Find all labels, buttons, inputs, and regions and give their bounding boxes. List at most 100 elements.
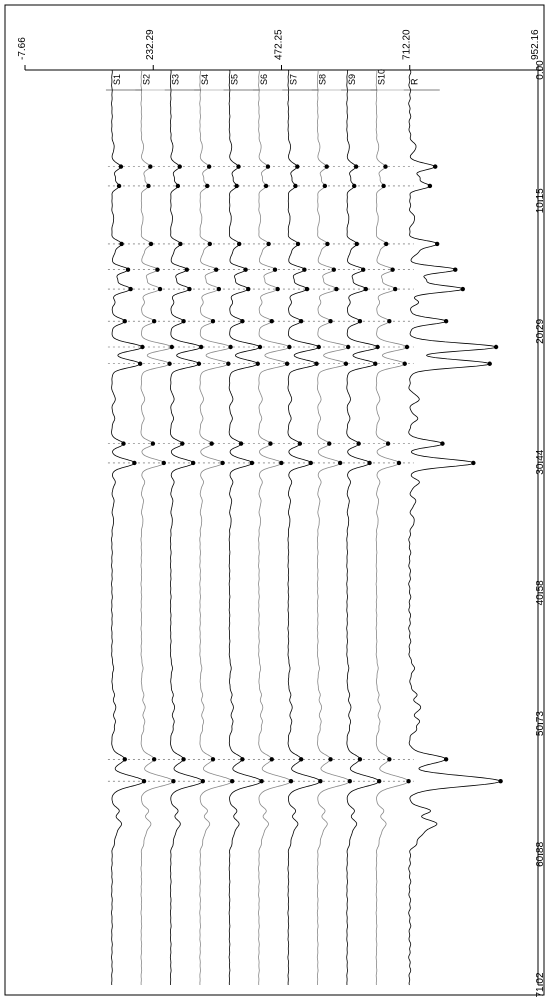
- peak-marker: [126, 267, 130, 271]
- peak-marker: [295, 164, 299, 168]
- peak-marker: [123, 757, 127, 761]
- peak-marker: [397, 461, 401, 465]
- peak-marker: [237, 242, 241, 246]
- peak-marker: [358, 319, 362, 323]
- peak-marker: [367, 461, 371, 465]
- peak-marker: [387, 757, 391, 761]
- peak-marker: [226, 362, 230, 366]
- peak-marker: [444, 319, 448, 323]
- y-tick-label: -7.66: [17, 37, 28, 60]
- peak-marker: [243, 267, 247, 271]
- peak-marker: [259, 779, 263, 783]
- peak-marker: [328, 757, 332, 761]
- peak-marker: [162, 461, 166, 465]
- peak-marker: [461, 287, 465, 291]
- peak-marker: [348, 779, 352, 783]
- peak-marker: [208, 242, 212, 246]
- trace-label: S4: [200, 74, 210, 85]
- peak-marker: [296, 242, 300, 246]
- peak-marker: [334, 287, 338, 291]
- peak-marker: [285, 362, 289, 366]
- peak-marker: [119, 164, 123, 168]
- peak-marker: [405, 345, 409, 349]
- peak-marker: [185, 267, 189, 271]
- peak-marker: [384, 242, 388, 246]
- peak-marker: [354, 164, 358, 168]
- peak-marker: [228, 345, 232, 349]
- peak-marker: [266, 242, 270, 246]
- peak-marker: [178, 242, 182, 246]
- x-tick-label: 30.44: [535, 449, 546, 474]
- peak-marker: [117, 184, 121, 188]
- peak-marker: [273, 267, 277, 271]
- peak-marker: [240, 319, 244, 323]
- x-tick-label: 60.88: [535, 841, 546, 866]
- x-tick-label: 0.00: [535, 60, 546, 80]
- peak-marker: [151, 441, 155, 445]
- peak-marker: [140, 345, 144, 349]
- peak-marker: [258, 345, 262, 349]
- x-tick-label: 20.29: [535, 318, 546, 343]
- peak-marker: [332, 267, 336, 271]
- y-tick-label: 472.25: [274, 29, 285, 60]
- peak-marker: [123, 319, 127, 323]
- peak-marker: [386, 441, 390, 445]
- peak-marker: [355, 242, 359, 246]
- peak-marker: [207, 164, 211, 168]
- trace-label: R: [410, 78, 420, 85]
- peak-marker: [364, 287, 368, 291]
- peak-marker: [494, 345, 498, 349]
- peak-marker: [146, 184, 150, 188]
- peak-marker: [299, 319, 303, 323]
- peak-marker: [191, 461, 195, 465]
- peak-marker: [377, 779, 381, 783]
- peak-marker: [328, 319, 332, 323]
- peak-marker: [149, 242, 153, 246]
- peak-marker: [171, 779, 175, 783]
- peak-marker: [305, 287, 309, 291]
- peak-marker: [197, 362, 201, 366]
- peak-marker: [270, 757, 274, 761]
- trace-label: S9: [347, 74, 357, 85]
- peak-marker: [230, 779, 234, 783]
- peak-marker: [325, 164, 329, 168]
- peak-marker: [318, 779, 322, 783]
- peak-marker: [346, 345, 350, 349]
- peak-marker: [181, 757, 185, 761]
- peak-marker: [344, 362, 348, 366]
- peak-marker: [240, 757, 244, 761]
- trace-label: S8: [318, 74, 328, 85]
- peak-marker: [299, 757, 303, 761]
- peak-marker: [158, 287, 162, 291]
- peak-marker: [453, 267, 457, 271]
- peak-marker: [403, 362, 407, 366]
- peak-marker: [323, 184, 327, 188]
- peak-marker: [289, 779, 293, 783]
- peak-marker: [142, 779, 146, 783]
- peak-marker: [217, 287, 221, 291]
- x-tick-label: 10.15: [535, 188, 546, 213]
- trace-label: S3: [171, 74, 181, 85]
- peak-marker: [205, 184, 209, 188]
- peak-marker: [325, 242, 329, 246]
- peak-marker: [383, 164, 387, 168]
- peak-marker: [444, 757, 448, 761]
- trace-label: S1: [112, 74, 122, 85]
- peak-marker: [428, 184, 432, 188]
- peak-marker: [264, 184, 268, 188]
- peak-marker: [220, 461, 224, 465]
- peak-marker: [246, 287, 250, 291]
- peak-marker: [178, 164, 182, 168]
- peak-marker: [138, 362, 142, 366]
- peak-marker: [317, 345, 321, 349]
- peak-marker: [327, 441, 331, 445]
- peak-marker: [256, 362, 260, 366]
- peak-marker: [361, 267, 365, 271]
- peak-marker: [352, 184, 356, 188]
- peak-marker: [298, 441, 302, 445]
- peak-marker: [148, 164, 152, 168]
- peak-marker: [209, 441, 213, 445]
- peak-marker: [279, 461, 283, 465]
- peak-marker: [167, 362, 171, 366]
- peak-marker: [440, 441, 444, 445]
